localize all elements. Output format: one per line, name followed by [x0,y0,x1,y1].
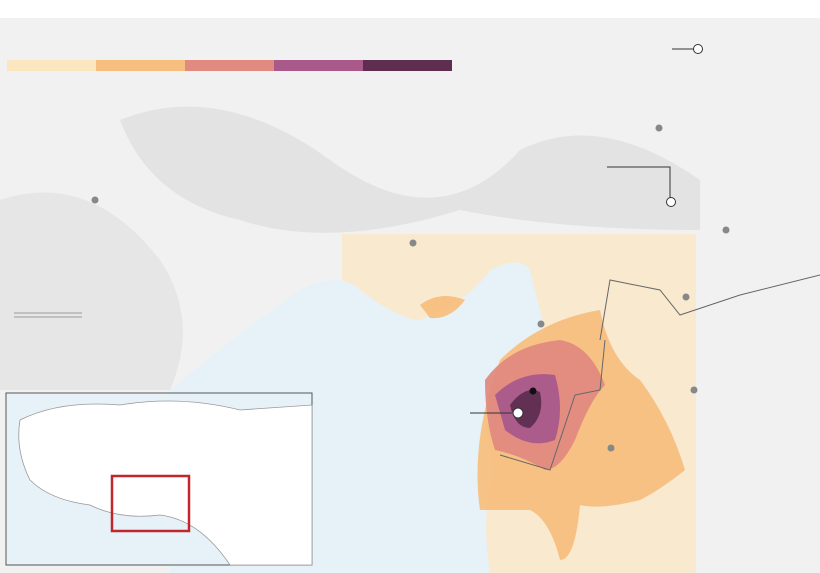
city [607,444,615,452]
intensity-zone [510,390,542,428]
marker [512,407,524,419]
epicenter [529,387,537,395]
legend-swatch [274,60,363,71]
legend-swatch [363,60,452,71]
city-dots [91,124,730,452]
city [537,320,545,328]
border [599,274,820,341]
city [655,124,663,132]
legend-swatch [7,60,96,71]
marker [693,44,703,54]
city [690,386,698,394]
legend-swatch [185,60,274,71]
leader-lines [470,48,694,414]
city [682,293,690,301]
city [91,196,99,204]
intensity-zone [420,296,465,319]
inset-highlight [110,474,191,533]
inset-map [5,392,313,566]
inset-land [18,400,313,566]
legend-swatch [96,60,185,71]
terrain [120,106,700,233]
terrain [0,192,183,390]
legend [7,60,452,71]
city [722,226,730,234]
scale-bar [14,312,82,318]
intensity-zones [420,296,685,560]
border [499,339,606,471]
city [409,239,417,247]
marker [666,197,676,207]
